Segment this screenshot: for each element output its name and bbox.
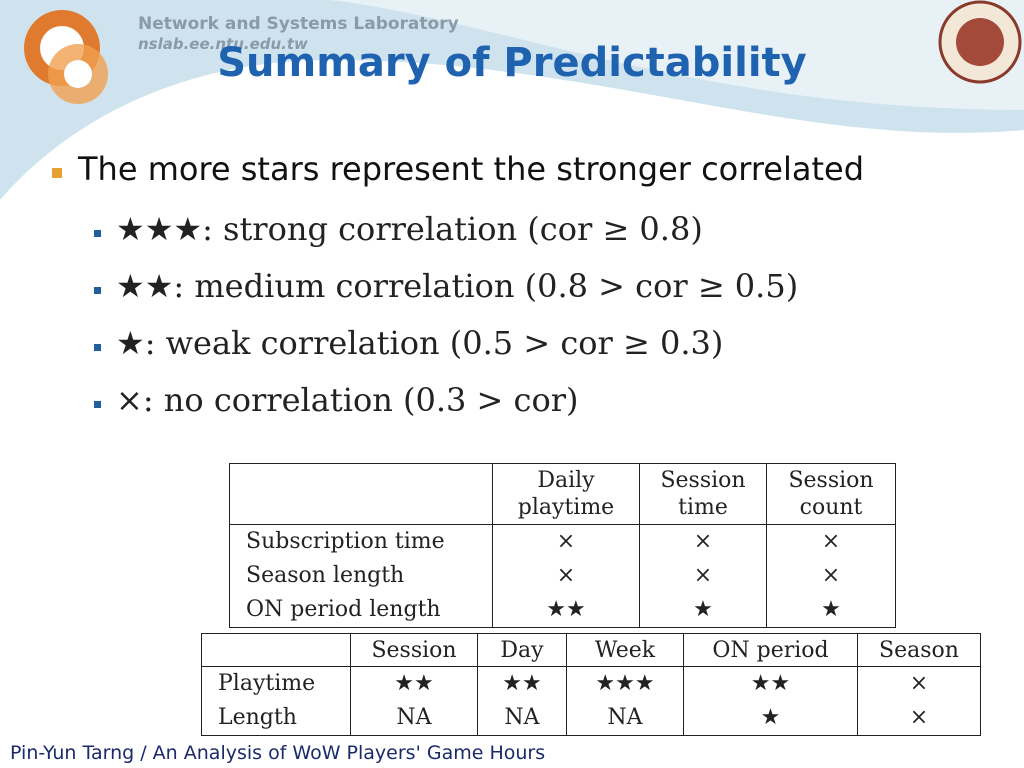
cell: × (639, 524, 767, 559)
lab-url: nslab.ee.ntu.edu.tw (138, 35, 308, 53)
cell: × (492, 524, 640, 559)
row: Playtime ★★ ★★ ★★★ ★★ × (201, 666, 981, 701)
row-label: ON period length (229, 593, 493, 628)
slide-title: Summary of Predictability (217, 40, 807, 86)
footer: Pin-Yun Tarng / An Analysis of WoW Playe… (10, 742, 546, 764)
cell: × (857, 701, 981, 736)
column-header: Session time (639, 463, 767, 525)
bullet: The more stars represent the stronger co… (78, 150, 865, 188)
column-header: Day (477, 633, 567, 667)
cell: ★★ (350, 666, 478, 701)
row: Subscription time × × × (229, 524, 896, 559)
cell: × (492, 559, 640, 593)
header-row: Daily playtime Session time Session count (229, 463, 896, 525)
column-header: Daily playtime (492, 463, 640, 525)
table-2: Session Day Week ON period Season Playtime ★★ ★… (201, 633, 981, 736)
row: Length NA NA NA ★ × (201, 701, 981, 736)
row: ON period length ★★ ★ ★ (229, 593, 896, 628)
corner-cell (201, 633, 351, 667)
cell: ★★ (683, 666, 858, 701)
cell: ★ (639, 593, 767, 628)
cell: ★★ (492, 593, 640, 628)
column-header: Week (566, 633, 684, 667)
row: Season length × × × (229, 559, 896, 593)
column-header: Session count (766, 463, 896, 525)
cell: ★ (683, 701, 858, 736)
cell: ★★★ (566, 666, 684, 701)
corner-cell (229, 463, 493, 525)
sub-bullet: ★★★: strong correlation (cor ≥ 0.8) (116, 210, 703, 248)
header-row: Session Day Week ON period Season (201, 633, 981, 667)
column-header: Session (350, 633, 478, 667)
cell: NA (477, 701, 567, 736)
column-header: ON period (683, 633, 858, 667)
sub-bullet: ★: weak correlation (0.5 > cor ≥ 0.3) (116, 324, 724, 362)
cell: NA (566, 701, 684, 736)
row-label: Subscription time (229, 524, 493, 559)
table-1: Daily playtime Session time Session count S… (229, 463, 896, 628)
cell: ★★ (477, 666, 567, 701)
cell: × (857, 666, 981, 701)
row-label: Playtime (201, 666, 351, 701)
cell: × (766, 524, 896, 559)
cell: × (639, 559, 767, 593)
cell: NA (350, 701, 478, 736)
lab-name: Network and Systems Laboratory (138, 14, 459, 34)
cell: ★ (766, 593, 896, 628)
column-header: Season (857, 633, 981, 667)
sub-bullet: ×: no correlation (0.3 > cor) (116, 381, 579, 419)
row-label: Season length (229, 559, 493, 593)
row-label: Length (201, 701, 351, 736)
cell: × (766, 559, 896, 593)
sub-bullet: ★★: medium correlation (0.8 > cor ≥ 0.5) (116, 267, 799, 305)
